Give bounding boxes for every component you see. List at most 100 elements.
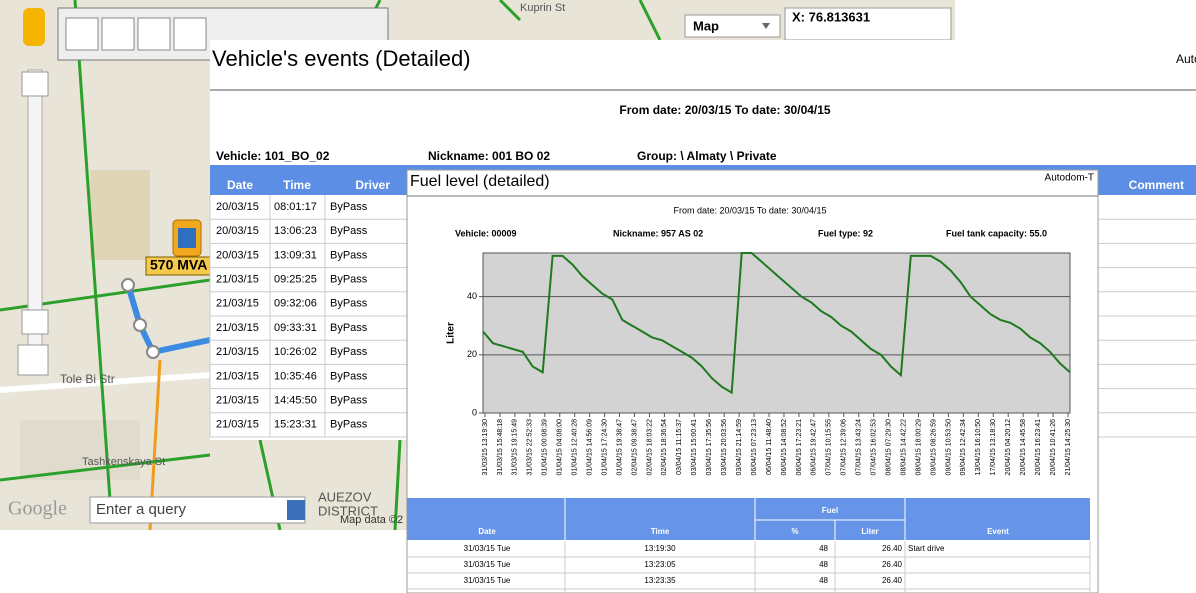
- cell: 31/03/15 Tue: [464, 576, 511, 585]
- column-header: Date: [478, 527, 496, 536]
- cell: 15:23:31: [274, 419, 317, 431]
- cell: 26.40: [882, 560, 903, 569]
- search-clear[interactable]: [287, 500, 305, 520]
- column-header: Event: [987, 527, 1009, 536]
- cell: 21/03/15: [216, 298, 259, 310]
- map-type: Map: [693, 18, 719, 33]
- cell: 21/03/15: [216, 419, 259, 431]
- cell: 13:19:30: [644, 544, 676, 553]
- x-tick-label: 09/04/15 08:26:59: [930, 419, 937, 476]
- x-tick-label: 01/04/15 12:40:28: [572, 419, 579, 476]
- x-tick-label: 09/04/15 12:42:34: [960, 419, 967, 476]
- x-tick-label: 01/04/15 14:56:09: [586, 419, 593, 476]
- x-tick-label: 31/03/15 15:48:18: [497, 419, 504, 476]
- cell: 48: [819, 576, 828, 585]
- events-period: From date: 20/03/15 To date: 30/04/15: [619, 103, 831, 117]
- cell: 10:26:02: [274, 346, 317, 358]
- x-tick-label: 31/03/15 19:15:49: [512, 419, 519, 476]
- x-tick-label: 07/04/15 10:15:55: [826, 419, 833, 476]
- column-header: Time: [283, 178, 311, 192]
- cell: 20/03/15: [216, 201, 259, 213]
- cell: 31/03/15 Tue: [464, 544, 511, 553]
- events-nickname: Nickname: 001 BO 02: [428, 149, 550, 163]
- cell: 26.40: [882, 576, 903, 585]
- fuel-nickname: Nickname: 957 AS 02: [613, 228, 703, 238]
- events-vehicle: Vehicle: 101_BO_02: [216, 149, 330, 163]
- x-tick-label: 01/04/15 04:08:00: [557, 419, 564, 476]
- track-point[interactable]: [147, 346, 159, 358]
- zoom-out[interactable]: [22, 310, 48, 334]
- cell: 09:25:25: [274, 274, 317, 286]
- x-tick-label: 02/04/15 09:38:47: [631, 419, 638, 476]
- column-header: Time: [651, 527, 670, 536]
- cell: ByPass: [330, 274, 368, 286]
- x-tick-label: 17/04/15 13:18:30: [990, 419, 997, 476]
- cell: 13:23:35: [644, 576, 676, 585]
- events-title: Vehicle's events (Detailed): [212, 46, 471, 71]
- x-tick-label: 02/04/15 18:36:54: [661, 419, 668, 476]
- cell: 21/03/15: [216, 322, 259, 334]
- cell: 09:32:06: [274, 298, 317, 310]
- events-company: Autod: [1176, 52, 1196, 66]
- cell: 48: [819, 560, 828, 569]
- cell: ByPass: [330, 322, 368, 334]
- column-header: Driver: [355, 178, 390, 192]
- x-tick-label: 03/04/15 15:00:41: [691, 419, 698, 476]
- x-tick-label: 03/04/15 11:15:37: [676, 419, 683, 475]
- cell: 10:35:46: [274, 370, 317, 382]
- cell: 09:33:31: [274, 322, 317, 334]
- x-tick-label: 07/04/15 13:43:24: [856, 419, 863, 476]
- y-tick-label: 20: [467, 349, 477, 359]
- x-tick-label: 03/04/15 21:14:59: [736, 419, 743, 476]
- fuel-window-group: Fuel level (detailed) Autodom-T From dat…: [407, 170, 1098, 593]
- zoom-in[interactable]: [22, 72, 48, 96]
- cell: 21/03/15: [216, 274, 259, 286]
- track-point[interactable]: [122, 279, 134, 291]
- x-tick-label: 01/04/15 17:24:30: [601, 419, 608, 476]
- x-tick-label: 20/04/15 04:20:12: [1005, 419, 1012, 476]
- x-tick-label: 31/03/15 22:52:33: [527, 419, 534, 476]
- x-tick-label: 13/04/15 16:10:50: [975, 419, 982, 476]
- column-header: Fuel: [822, 506, 838, 515]
- tool-button[interactable]: [174, 18, 206, 50]
- x-tick-label: 01/04/15 00:08:39: [542, 419, 549, 476]
- page: 570 MVA Tole Bi Str Tashkenskaya St Kupr…: [0, 0, 1196, 593]
- x-tick-label: 07/04/15 16:02:53: [871, 419, 878, 476]
- x-tick-label: 20/04/15 16:23:41: [1035, 419, 1042, 476]
- street: Tashkenskaya St: [82, 456, 165, 468]
- tool-button[interactable]: [102, 18, 134, 50]
- x-tick-label: 02/04/15 18:03:22: [646, 419, 653, 476]
- cell: 48: [819, 544, 828, 553]
- y-tick-label: 40: [467, 291, 477, 301]
- x-tick-label: 06/04/15 19:42:47: [811, 419, 818, 476]
- x-tick-label: 08/04/15 18:00:29: [915, 419, 922, 476]
- street-view-pegman[interactable]: [23, 8, 45, 46]
- map-attribution: Map data ©2: [340, 514, 403, 526]
- cell: ByPass: [330, 370, 368, 382]
- cell: 21/03/15: [216, 370, 259, 382]
- x-tick-label: 06/04/15 11:48:40: [766, 419, 773, 475]
- cell: 08:01:17: [274, 201, 317, 213]
- sub-column-header: %: [791, 527, 798, 536]
- x-tick-label: 08/04/15 14:42:22: [900, 419, 907, 476]
- cell: 13:09:31: [274, 249, 317, 261]
- x-tick-label: 31/03/15 13:19:30: [482, 419, 489, 476]
- street: Tole Bi Str: [60, 372, 115, 386]
- map-block: [90, 170, 150, 260]
- cell: ByPass: [330, 395, 368, 407]
- x-tick-label: 06/04/15 17:23:21: [796, 419, 803, 476]
- screen: 570 MVA Tole Bi Str Tashkenskaya St Kupr…: [0, 0, 1196, 593]
- x-tick-label: 07/04/15 12:39:06: [841, 419, 848, 476]
- sub-column-header: Liter: [861, 527, 878, 536]
- district: AUEZOV: [318, 489, 372, 504]
- cell: 13:06:23: [274, 225, 317, 237]
- x-tick-label: 20/04/15 14:45:58: [1020, 419, 1027, 476]
- x-tick-label: 21/04/15 14:25:30: [1065, 419, 1072, 476]
- tool-button[interactable]: [138, 18, 170, 50]
- fuel-vehicle: Vehicle: 00009: [455, 228, 517, 238]
- tool-button[interactable]: [66, 18, 98, 50]
- zoom-area[interactable]: [18, 345, 48, 375]
- track-point[interactable]: [134, 319, 146, 331]
- map-logo: Google: [8, 498, 67, 520]
- plot-area: [483, 253, 1070, 413]
